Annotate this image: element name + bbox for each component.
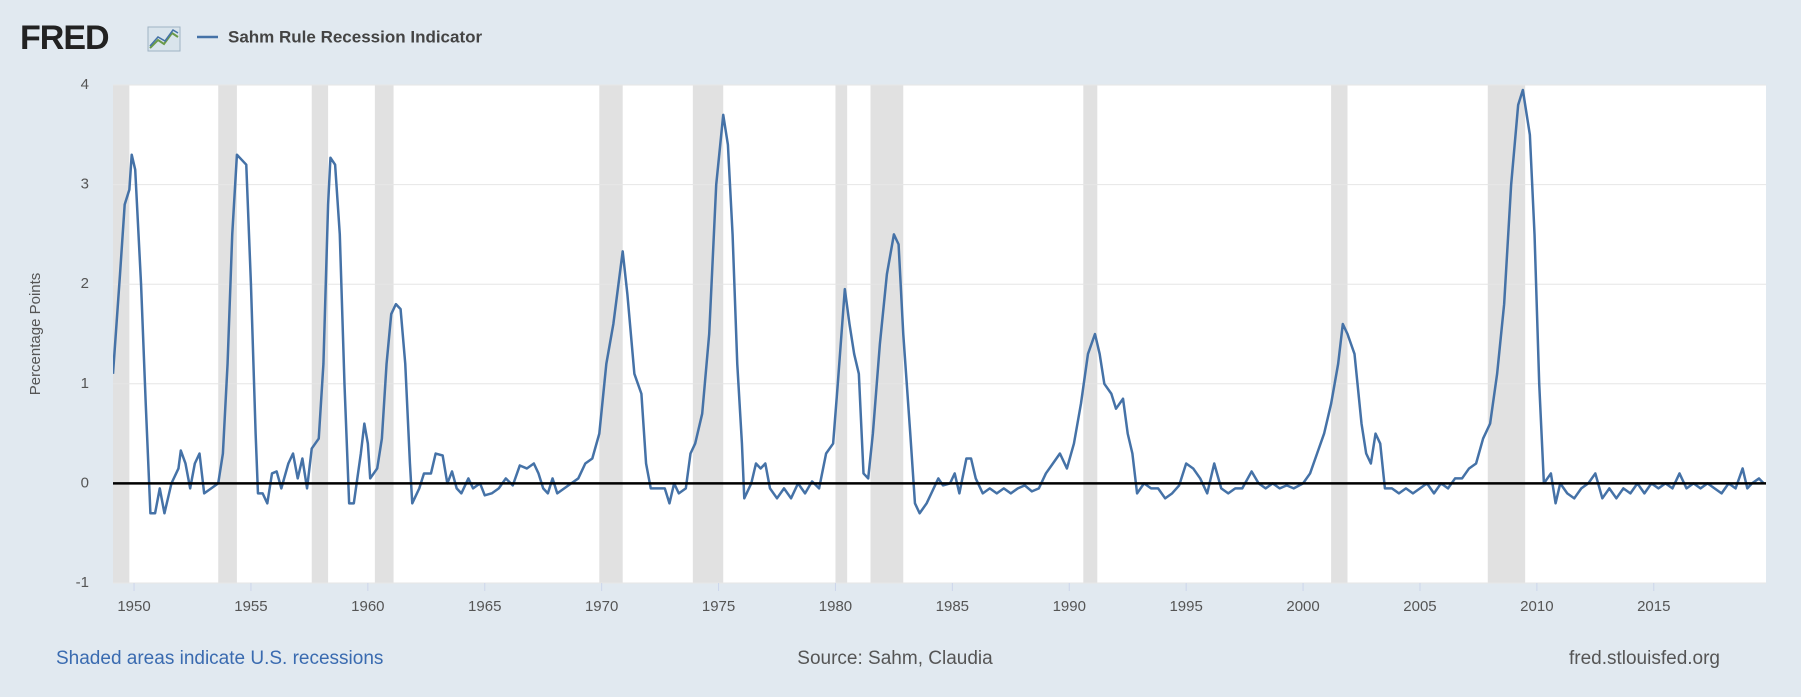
recession-band xyxy=(1331,85,1348,583)
x-tick-label: 1980 xyxy=(819,598,852,615)
x-tick-label: 1970 xyxy=(585,598,618,615)
series-line xyxy=(113,88,1765,515)
x-tick-label: 1985 xyxy=(936,598,969,615)
x-tick-label: 2015 xyxy=(1637,598,1670,615)
recession-band xyxy=(311,85,329,583)
x-tick-label: 1965 xyxy=(468,598,501,615)
source: Source: Sahm, Claudia xyxy=(797,648,993,669)
series-layer xyxy=(113,88,1765,515)
recession-band xyxy=(870,85,904,583)
y-tick-label: -1 xyxy=(76,574,89,591)
x-tick-label: 1960 xyxy=(351,598,384,615)
logo-icon xyxy=(147,26,181,52)
source-url[interactable]: fred.stlouisfed.org xyxy=(1569,648,1720,669)
x-tick-label: 2010 xyxy=(1520,598,1553,615)
logo[interactable]: FRED xyxy=(20,19,110,57)
recession-band xyxy=(1083,85,1098,583)
recession-band xyxy=(374,85,394,583)
x-tick-label: 1950 xyxy=(117,598,150,615)
y-tick-label: 0 xyxy=(81,474,89,491)
axes: -1 0 1 2 3 4 1950 1955 1960 1965 1970 1975 1980 1985 1… xyxy=(76,76,1766,615)
grid xyxy=(113,84,1766,584)
recession-band xyxy=(1487,85,1526,583)
y-tick-label: 2 xyxy=(81,275,89,292)
y-tick-label: 1 xyxy=(81,375,89,392)
y-tick-label: 3 xyxy=(81,176,89,193)
y-tick-label: 4 xyxy=(81,76,89,93)
x-tick-label: 1995 xyxy=(1169,598,1202,615)
x-tick-label: 1990 xyxy=(1053,598,1086,615)
legend-label[interactable]: Sahm Rule Recession Indicator xyxy=(228,27,483,46)
x-tick-label: 2005 xyxy=(1403,598,1436,615)
x-tick-label: 1975 xyxy=(702,598,735,615)
x-tick-label: 2000 xyxy=(1286,598,1319,615)
x-tick-label: 1955 xyxy=(234,598,267,615)
recessions-note[interactable]: Shaded areas indicate U.S. recessions xyxy=(56,648,383,669)
y-axis-label: Percentage Points xyxy=(27,273,44,396)
